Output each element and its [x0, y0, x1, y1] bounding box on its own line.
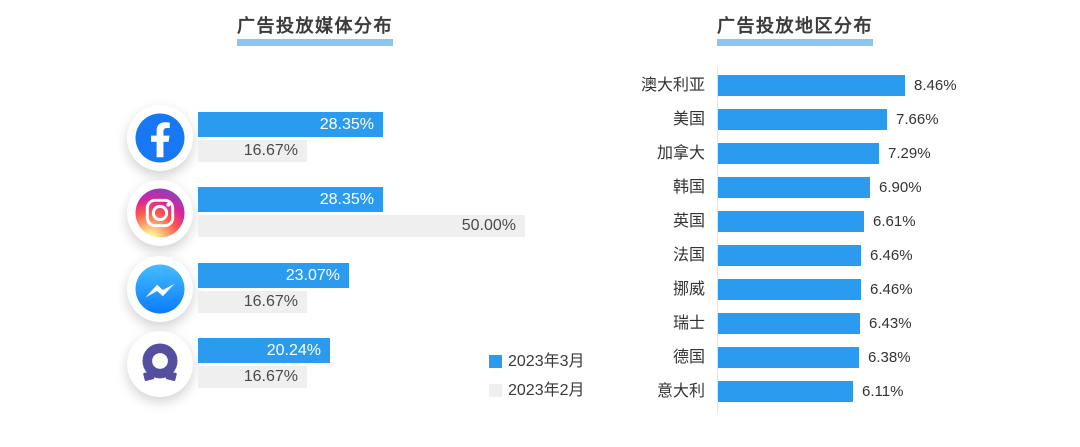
- media-row-facebook: 28.35% 16.67%: [0, 105, 1080, 171]
- legend-swatch-blue: [489, 355, 502, 368]
- legend-item-2023-02[interactable]: 2023年2月: [489, 381, 585, 400]
- percentage-label: 6.38%: [868, 349, 911, 366]
- percentage-label: 6.46%: [870, 281, 913, 298]
- percentage-label: 16.67%: [243, 293, 298, 310]
- percentage-label: 6.46%: [870, 247, 913, 264]
- legend-item-2023-03[interactable]: 2023年3月: [489, 352, 585, 371]
- bar-2023-03: 28.35%: [198, 112, 383, 137]
- region-row-8: 瑞士 6.43%: [0, 313, 1080, 334]
- audience-network-icon: [127, 331, 193, 397]
- bar-2023-02: 16.67%: [198, 140, 307, 162]
- region-bar: [718, 279, 861, 300]
- region-label: 法国: [672, 247, 705, 264]
- legend-swatch-gray: [489, 384, 502, 397]
- region-label: 韩国: [672, 179, 705, 196]
- media-row-instagram: 28.35% 50.00%: [0, 180, 1080, 246]
- region-bar: [718, 245, 861, 266]
- region-label: 挪威: [672, 281, 705, 298]
- region-bar: [718, 109, 887, 130]
- media-chart-title: 广告投放媒体分布: [237, 15, 393, 46]
- percentage-label: 16.67%: [243, 368, 298, 385]
- region-row-1: 澳大利亚 8.46%: [0, 75, 1080, 96]
- region-bar: [718, 75, 905, 96]
- region-bar: [718, 177, 870, 198]
- legend-label-2023-03: 2023年3月: [508, 353, 585, 370]
- percentage-label: 7.29%: [888, 145, 931, 162]
- percentage-label: 6.90%: [879, 179, 922, 196]
- percentage-label: 23.07%: [285, 266, 340, 284]
- bar-2023-03: 23.07%: [198, 263, 349, 288]
- media-legend: 2023年3月 2023年2月: [489, 352, 585, 400]
- percentage-label: 16.67%: [243, 142, 298, 159]
- region-row-10: 意大利 6.11%: [0, 381, 1080, 402]
- region-bar: [718, 313, 860, 334]
- region-bar: [718, 211, 864, 232]
- region-bar: [718, 381, 853, 402]
- bar-2023-02: 16.67%: [198, 291, 307, 313]
- region-label: 意大利: [656, 383, 705, 400]
- percentage-label: 8.46%: [914, 77, 957, 94]
- bar-2023-02: 16.67%: [198, 366, 307, 388]
- instagram-icon: [127, 180, 193, 246]
- percentage-label: 28.35%: [319, 115, 374, 133]
- bar-2023-03: 20.24%: [198, 338, 330, 363]
- media-row-audience-network: 20.24% 16.67%: [0, 331, 1080, 397]
- percentage-label: 50.00%: [461, 217, 516, 234]
- region-label: 美国: [672, 111, 705, 128]
- media-row-messenger: 23.07% 16.67%: [0, 256, 1080, 322]
- region-row-5: 英国 6.61%: [0, 211, 1080, 232]
- region-row-9: 德国 6.38%: [0, 347, 1080, 368]
- percentage-label: 6.61%: [873, 213, 916, 230]
- region-chart-title: 广告投放地区分布: [717, 15, 873, 46]
- region-label: 英国: [672, 213, 705, 230]
- region-label: 德国: [672, 349, 705, 366]
- percentage-label: 20.24%: [266, 341, 321, 359]
- region-label: 澳大利亚: [640, 77, 705, 94]
- region-row-4: 韩国 6.90%: [0, 177, 1080, 198]
- region-row-2: 美国 7.66%: [0, 109, 1080, 130]
- legend-label-2023-02: 2023年2月: [508, 382, 585, 399]
- region-row-3: 加拿大 7.29%: [0, 143, 1080, 164]
- percentage-label: 6.11%: [862, 383, 904, 400]
- percentage-label: 7.66%: [896, 111, 939, 128]
- percentage-label: 28.35%: [319, 190, 374, 208]
- facebook-icon: [127, 105, 193, 171]
- bar-2023-03: 28.35%: [198, 187, 383, 212]
- region-axis-line: [717, 67, 718, 413]
- region-label: 瑞士: [672, 315, 705, 332]
- bar-2023-02: 50.00%: [198, 215, 525, 237]
- region-row-7: 挪威 6.46%: [0, 279, 1080, 300]
- region-bar: [718, 143, 879, 164]
- percentage-label: 6.43%: [869, 315, 912, 332]
- region-label: 加拿大: [656, 145, 705, 162]
- region-row-6: 法国 6.46%: [0, 245, 1080, 266]
- region-bar: [718, 347, 859, 368]
- messenger-icon: [127, 256, 193, 322]
